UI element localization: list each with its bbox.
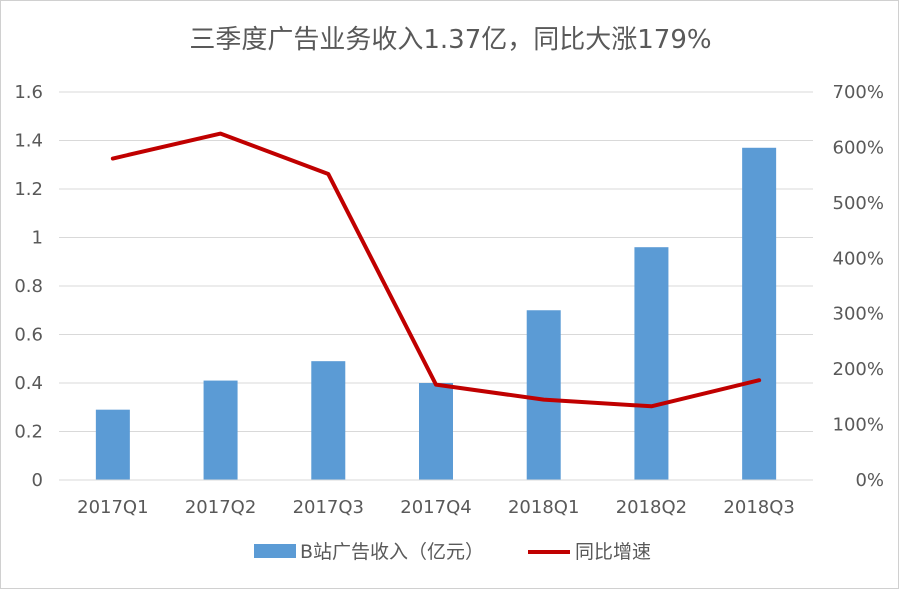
bar [95,409,130,480]
y-left-tick-label: 1 [32,228,43,249]
growth-line [110,131,762,409]
y-right-tick-label: 500% [833,193,884,214]
y-right-tick-label: 400% [833,248,884,269]
y-left-tick-label: 1.2 [14,179,43,200]
y-left-tick-label: 1.6 [14,82,43,103]
bar [526,310,561,480]
y-left-tick-label: 0.2 [14,422,43,443]
x-tick-label: 2018Q1 [508,497,579,518]
y-left-tick-label: 1.4 [14,131,43,152]
y-right-tick-label: 200% [833,359,884,380]
chart-title: 三季度广告业务收入1.37亿，同比大涨179% [189,25,712,55]
y-right-tick-label: 0% [855,470,884,491]
y-left-tick-label: 0 [32,470,43,491]
x-tick-label: 2017Q2 [185,497,256,518]
bar [311,361,346,480]
x-tick-label: 2018Q3 [723,497,794,518]
bar [634,247,669,480]
y-right-tick-label: 300% [833,304,884,325]
bar [742,147,777,480]
legend-label-line: 同比增速 [575,541,651,563]
y-left-tick-label: 0.6 [14,325,43,346]
y-left-tick-label: 0.8 [14,276,43,297]
legend-swatch-bar [254,544,296,558]
x-tick-label: 2017Q1 [77,497,148,518]
y-left-tick-label: 0.4 [14,373,43,394]
y-right-tick-label: 600% [833,137,884,158]
bar [203,380,238,480]
x-tick-label: 2017Q4 [400,497,471,518]
legend-label-bar: B站广告收入（亿元） [300,541,484,563]
y-right-tick-label: 700% [833,82,884,103]
x-tick-label: 2017Q3 [293,497,364,518]
bar [419,383,453,480]
y-right-tick-label: 100% [833,415,884,436]
x-tick-label: 2018Q2 [616,497,687,518]
